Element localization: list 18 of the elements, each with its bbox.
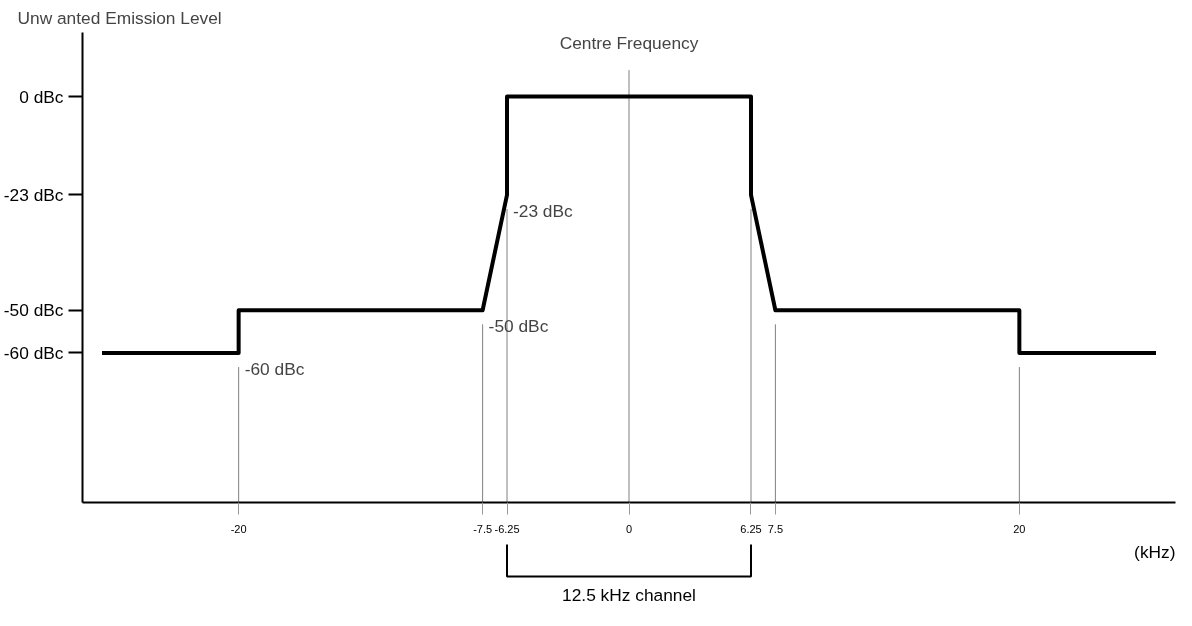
x-tick-label: -6.25	[494, 522, 520, 535]
y-tick-label: -50 dBc	[3, 300, 64, 321]
y-axis-title: Unw anted Emission Level	[17, 7, 222, 28]
annotation: -60 dBc	[244, 358, 305, 379]
annotation: -50 dBc	[488, 316, 549, 337]
x-tick-label: -20	[230, 522, 247, 535]
x-tick-label: 7.5	[767, 522, 784, 535]
x-tick-label: 6.25	[740, 522, 762, 535]
text: 12.5 kHz channel	[562, 584, 696, 605]
x-tick-label: 0	[625, 522, 633, 535]
y-tick-label: -23 dBc	[3, 184, 64, 205]
x-tick-label: 20	[1013, 522, 1026, 535]
ref-line-label: Centre Frequency	[559, 32, 699, 53]
annotation: -23 dBc	[513, 200, 574, 221]
y-tick-label: 0 dBc	[19, 86, 64, 107]
y-tick-label: -60 dBc	[3, 342, 64, 363]
x-tick-label: -7.5	[473, 522, 493, 535]
x-axis-title: (kHz)	[1134, 542, 1176, 563]
